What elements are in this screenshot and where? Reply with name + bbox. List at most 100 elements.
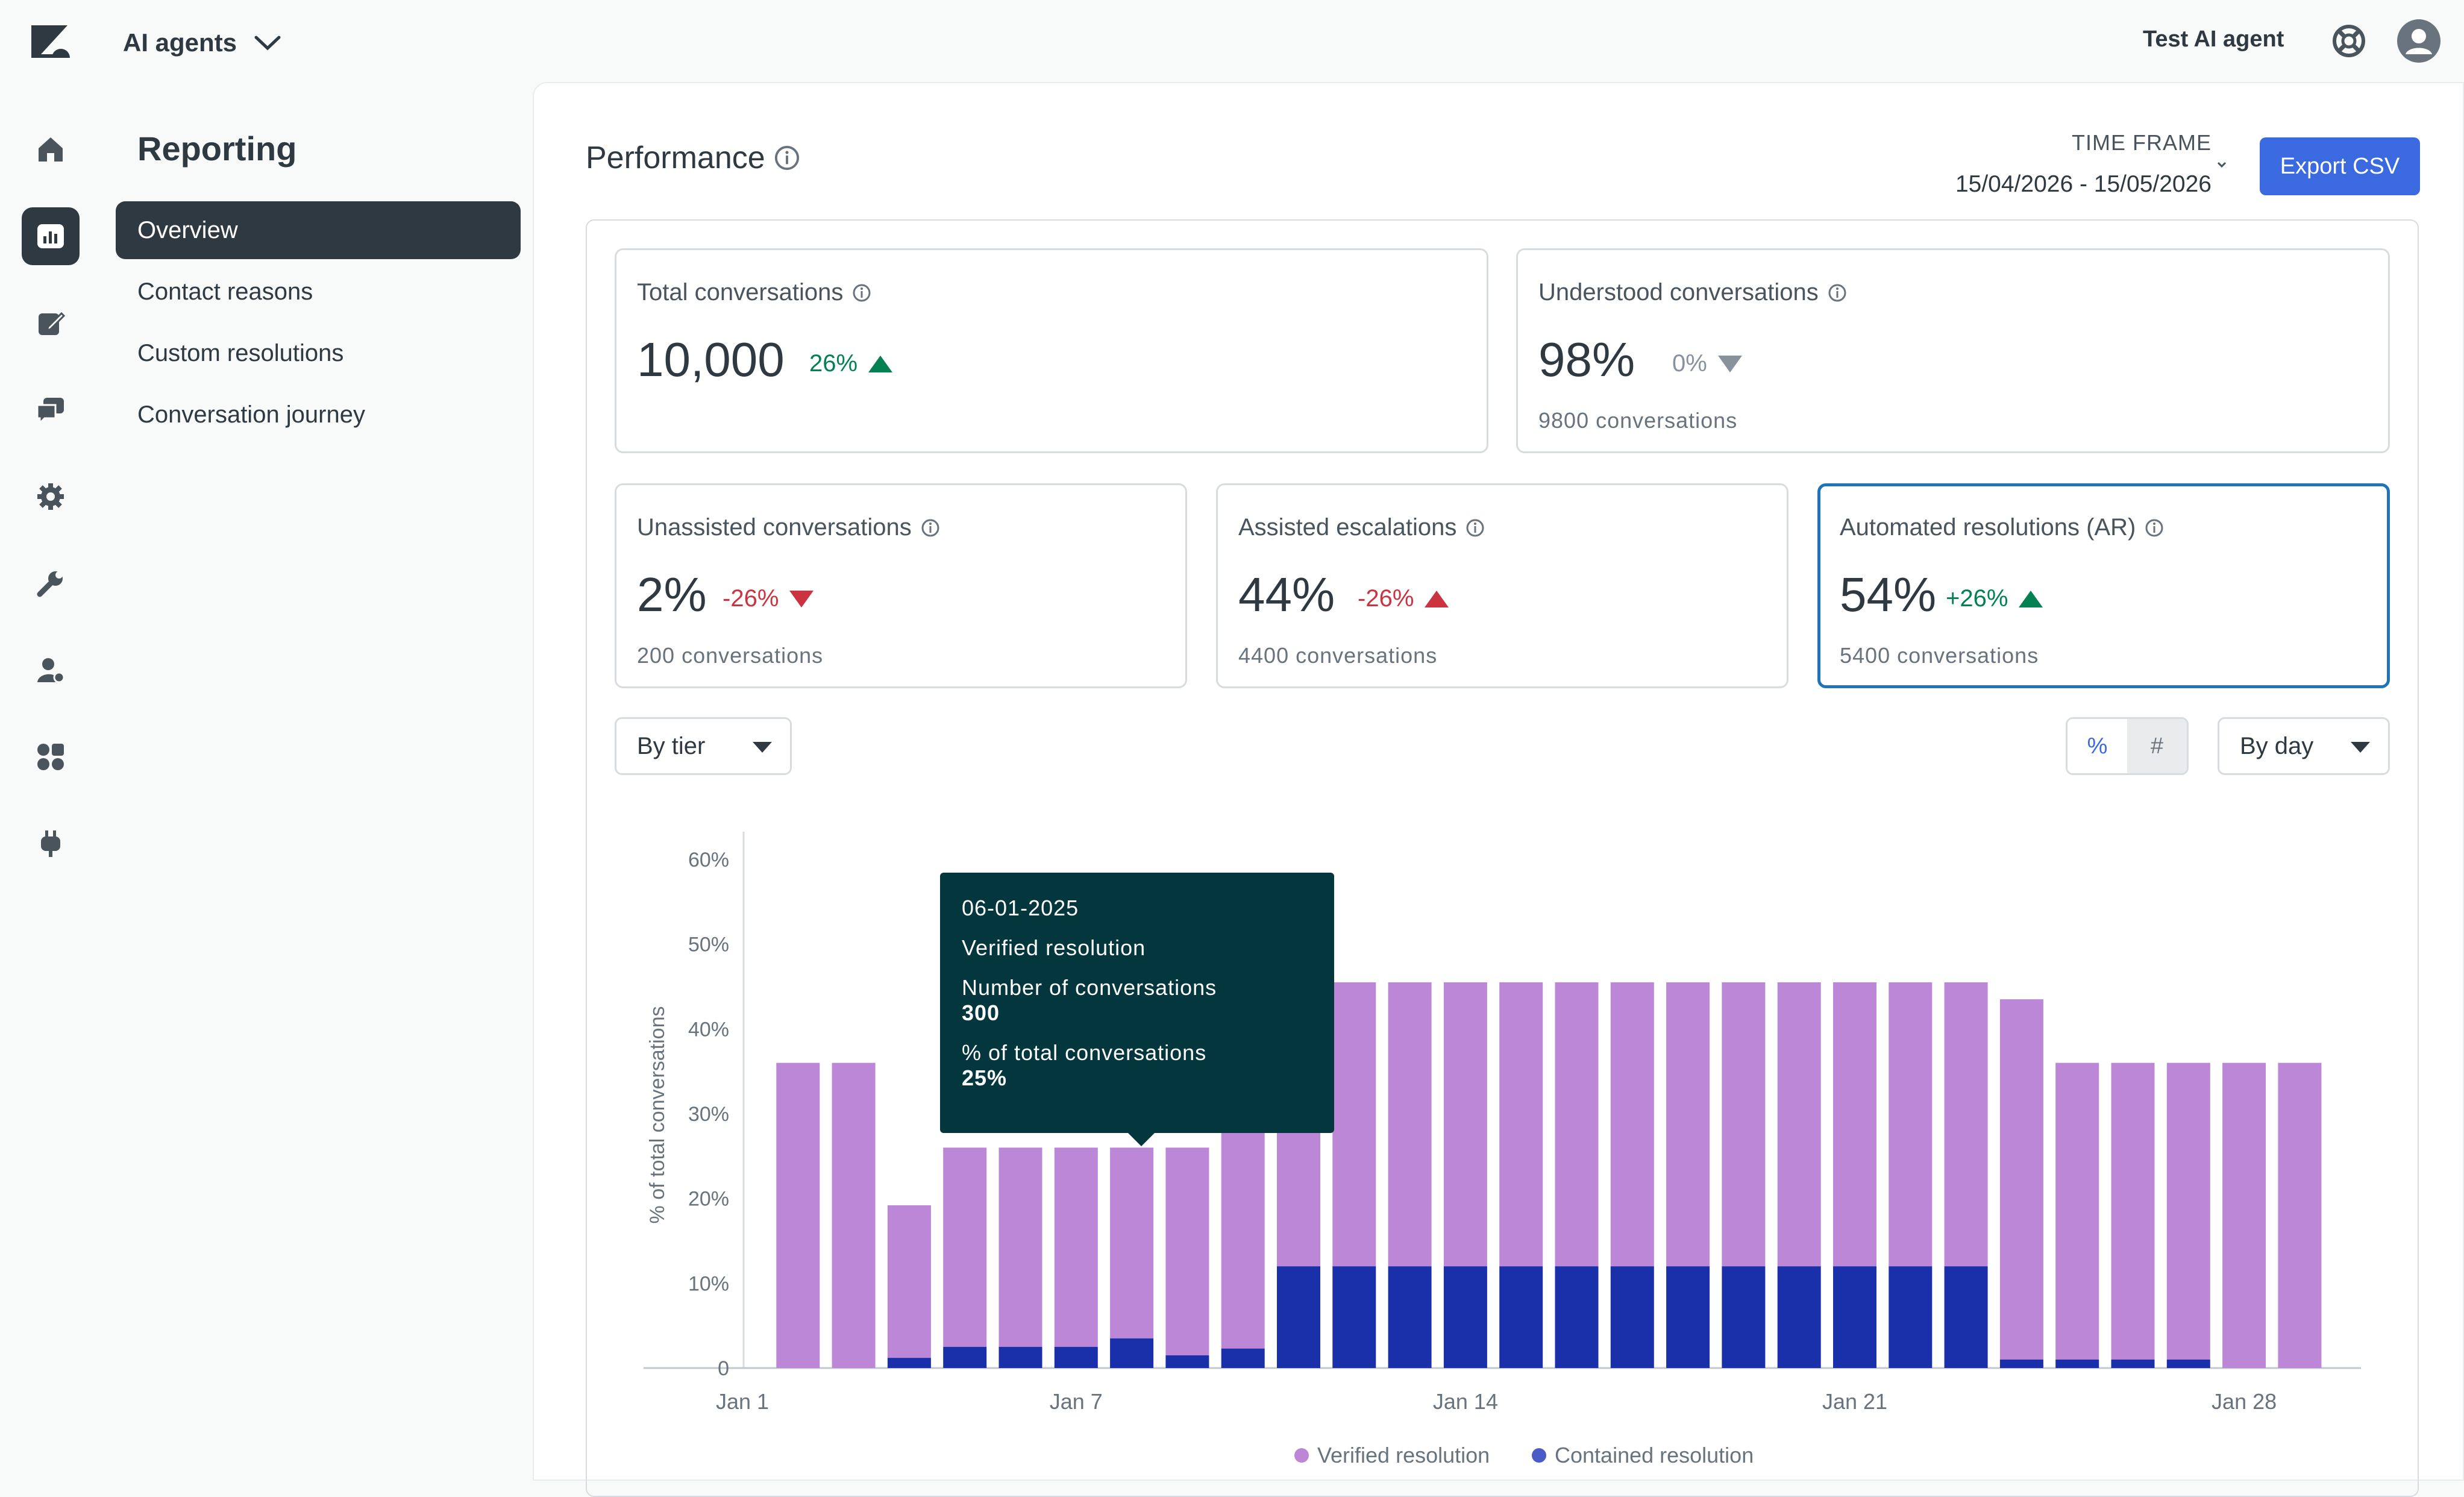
page-title-text: Performance	[586, 140, 765, 175]
bar-contained-resolution	[1777, 1266, 1821, 1368]
legend-item-verified[interactable]: Verified resolution	[1294, 1443, 1490, 1468]
avatar[interactable]	[2397, 19, 2440, 63]
sidebar-item-custom-resolutions[interactable]: Custom resolutions	[137, 339, 344, 366]
bar-contained-resolution	[998, 1346, 1042, 1368]
unit-toggle: % #	[2066, 717, 2189, 775]
legend-item-contained[interactable]: Contained resolution	[1532, 1443, 1754, 1468]
bar-verified-resolution	[1332, 982, 1376, 1267]
bar-contained-resolution	[1054, 1346, 1098, 1368]
y-axis-title: % of total conversations	[646, 1006, 669, 1224]
reporting-icon[interactable]	[22, 207, 80, 265]
bar-contained-resolution	[1388, 1266, 1432, 1368]
settings-icon[interactable]	[22, 468, 80, 526]
bar-verified-resolution	[1610, 982, 1654, 1267]
plug-icon[interactable]	[22, 815, 80, 873]
bar-contained-resolution	[887, 1358, 931, 1368]
bar-contained-resolution	[1443, 1266, 1487, 1368]
card-understood-conversations[interactable]: Understood conversations 98% 0% 9800 con…	[1516, 248, 2390, 453]
card-title-text: Assisted escalations	[1238, 514, 1457, 541]
bar-contained-resolution	[2111, 1359, 2155, 1368]
card-subtext: 200 conversations	[637, 643, 824, 668]
card-title: Total conversations	[637, 279, 872, 306]
period-select-value: By day	[2240, 732, 2314, 759]
page-title: Performance	[586, 140, 800, 176]
bar-contained-resolution	[1555, 1266, 1599, 1368]
user-name[interactable]: Test AI agent	[2143, 27, 2284, 52]
info-icon[interactable]	[2144, 518, 2165, 538]
info-icon[interactable]	[774, 145, 800, 171]
card-title-text: Unassisted conversations	[637, 514, 912, 541]
bar-verified-resolution	[1110, 1147, 1154, 1339]
info-icon[interactable]	[1827, 283, 1848, 303]
sidebar-item-contact-reasons[interactable]: Contact reasons	[137, 278, 313, 305]
count-toggle-button[interactable]: #	[2127, 719, 2187, 773]
chevron-down-icon[interactable]	[2215, 158, 2228, 171]
bar-contained-resolution	[1944, 1266, 1988, 1368]
card-value: 98%	[1538, 333, 1635, 386]
card-assisted-escalations[interactable]: Assisted escalations 44% -26% 4400 conve…	[1216, 483, 1788, 688]
wrench-icon[interactable]	[22, 554, 80, 612]
x-tick-label: Jan 21	[1822, 1389, 1887, 1414]
delta-text: -26%	[723, 585, 779, 612]
sidebar-title: Reporting	[137, 130, 297, 168]
edit-icon[interactable]	[22, 294, 80, 352]
y-tick-label: 50%	[688, 934, 729, 956]
y-tick-label: 60%	[688, 849, 729, 871]
chat-icon[interactable]	[22, 381, 80, 439]
x-tick-label: Jan 14	[1433, 1389, 1498, 1414]
tooltip-count-label: Number of conversations	[962, 975, 1217, 1000]
trend-up-icon	[2019, 590, 2043, 607]
chevron-down-icon	[254, 36, 281, 51]
y-tick-label: 20%	[688, 1188, 729, 1211]
bar-verified-resolution	[943, 1147, 987, 1347]
caret-down-icon	[753, 742, 772, 753]
delta-text: -26%	[1358, 585, 1414, 612]
card-delta: 0%	[1672, 350, 1742, 377]
card-delta: 26%	[809, 350, 893, 377]
export-csv-button[interactable]: Export CSV	[2260, 137, 2420, 195]
card-title: Assisted escalations	[1238, 514, 1485, 541]
bar-contained-resolution	[943, 1346, 987, 1368]
sidebar-item-conversation-journey[interactable]: Conversation journey	[137, 401, 365, 428]
help-icon[interactable]	[2331, 23, 2367, 59]
delta-text: 26%	[809, 350, 858, 377]
user-icon	[2406, 29, 2432, 54]
tooltip-arrow	[1128, 1133, 1155, 1146]
card-title-text: Understood conversations	[1538, 279, 1819, 306]
bar-verified-resolution	[1944, 982, 1988, 1267]
bar-contained-resolution	[1165, 1355, 1209, 1368]
bar-contained-resolution	[1221, 1348, 1265, 1368]
bar-verified-resolution	[1999, 999, 2043, 1360]
info-icon[interactable]	[1465, 518, 1485, 538]
user-settings-icon[interactable]	[22, 641, 80, 699]
period-select[interactable]: By day	[2218, 717, 2390, 775]
caret-down-icon	[2351, 742, 2370, 753]
apps-icon[interactable]	[22, 728, 80, 786]
bar-contained-resolution	[1722, 1266, 1766, 1368]
card-automated-resolutions[interactable]: Automated resolutions (AR) 54% +26% 5400…	[1817, 483, 2390, 688]
bar-verified-resolution	[2111, 1062, 2155, 1360]
bar-contained-resolution	[1610, 1266, 1654, 1368]
product-switcher-label: AI agents	[123, 28, 237, 57]
card-total-conversations[interactable]: Total conversations 10,000 26%	[615, 248, 1488, 453]
card-unassisted-conversations[interactable]: Unassisted conversations 2% -26% 200 con…	[615, 483, 1187, 688]
top-bar: AI agents Test AI agent	[0, 0, 2464, 84]
legend-label: Contained resolution	[1555, 1443, 1754, 1467]
trend-up-icon	[868, 355, 893, 372]
zendesk-logo-icon[interactable]	[29, 23, 72, 60]
card-value: 54%	[1840, 568, 1937, 621]
sidebar-item-overview[interactable]: Overview	[116, 201, 521, 259]
info-icon[interactable]	[920, 518, 941, 538]
bar-contained-resolution	[1889, 1266, 1933, 1368]
card-title-text: Total conversations	[637, 279, 844, 306]
percent-toggle-button[interactable]: %	[2067, 719, 2127, 773]
card-delta: -26%	[723, 585, 814, 612]
timeframe-value[interactable]: 15/04/2026 - 15/05/2026	[1955, 171, 2212, 197]
card-title-text: Automated resolutions (AR)	[1840, 514, 2136, 541]
home-icon[interactable]	[22, 121, 80, 178]
tier-select[interactable]: By tier	[615, 717, 792, 775]
bar-verified-resolution	[2166, 1062, 2210, 1360]
info-icon[interactable]	[851, 283, 872, 303]
bar-verified-resolution	[1499, 982, 1543, 1267]
product-switcher[interactable]: AI agents	[123, 22, 281, 64]
